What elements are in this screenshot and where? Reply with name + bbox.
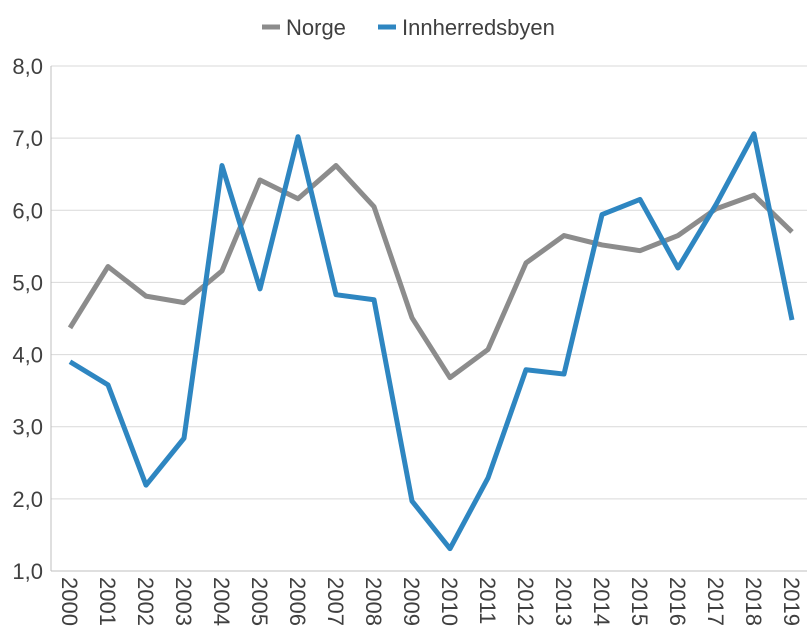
x-tick-label: 2007 <box>323 577 348 626</box>
x-tick-label: 2005 <box>247 577 272 626</box>
x-tick-label: 2018 <box>741 577 766 626</box>
x-tick-label: 2015 <box>627 577 652 626</box>
x-tick-label: 2004 <box>209 577 234 626</box>
x-tick-label: 2014 <box>589 577 614 626</box>
y-tick-label: 3,0 <box>12 415 43 440</box>
legend-label: Norge <box>286 15 346 40</box>
legend-label: Innherredsbyen <box>402 15 555 40</box>
x-tick-label: 2011 <box>475 577 500 624</box>
x-tick-label: 2013 <box>551 577 576 626</box>
line-series <box>67 163 794 381</box>
x-tick-label: 2003 <box>171 577 196 626</box>
x-tick-label: 2010 <box>437 577 462 626</box>
line-series <box>68 131 795 552</box>
y-tick-label: 5,0 <box>12 270 43 295</box>
x-tick-label: 2017 <box>703 577 728 626</box>
y-tick-label: 4,0 <box>12 343 43 368</box>
x-tick-label: 2006 <box>285 577 310 626</box>
x-tick-label: 2012 <box>513 577 538 626</box>
x-tick-label: 2009 <box>399 577 424 626</box>
x-tick-label: 2000 <box>57 577 82 626</box>
y-tick-label: 1,0 <box>12 559 43 584</box>
y-tick-label: 2,0 <box>12 487 43 512</box>
x-tick-label: 2001 <box>95 577 120 626</box>
x-tick-label: 2002 <box>133 577 158 626</box>
y-tick-label: 8,0 <box>12 54 43 79</box>
y-tick-label: 6,0 <box>12 198 43 223</box>
y-tick-label: 7,0 <box>12 126 43 151</box>
x-tick-label: 2016 <box>665 577 690 626</box>
x-tick-label: 2019 <box>779 577 804 626</box>
x-tick-label: 2008 <box>361 577 386 626</box>
